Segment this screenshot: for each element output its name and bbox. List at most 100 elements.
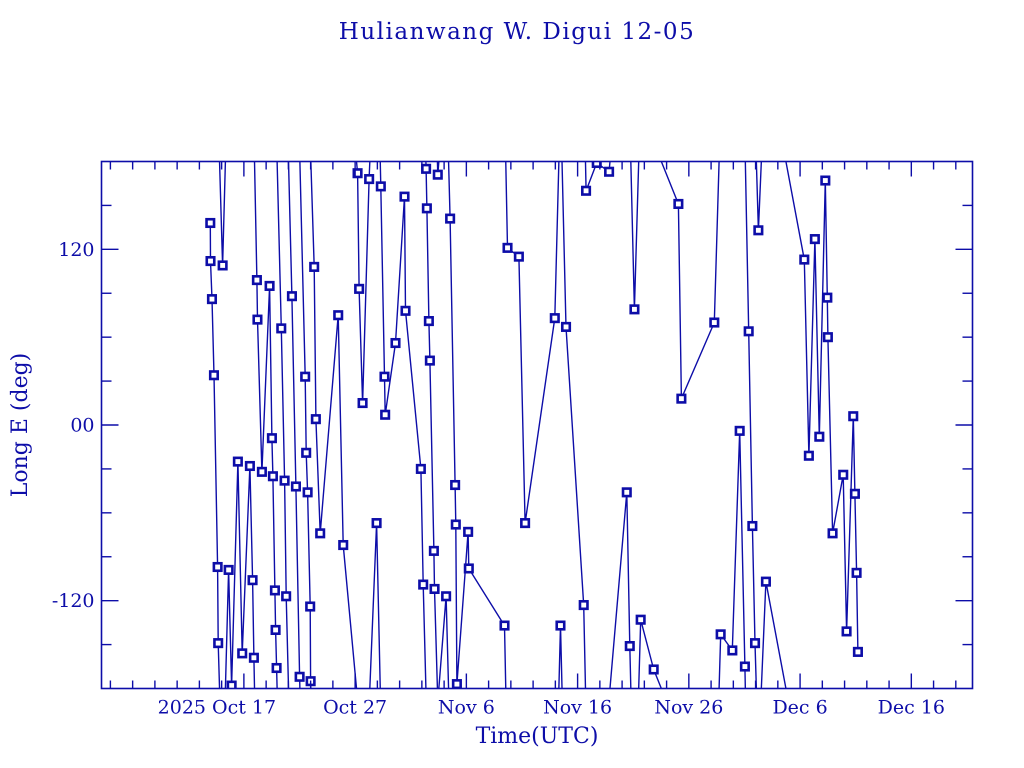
- data-point-marker: [849, 488, 860, 499]
- data-point-marker: [827, 528, 838, 539]
- data-point-marker: [256, 466, 267, 477]
- data-point-marker: [279, 475, 290, 486]
- tick-labels: 2025 Oct 17 Oct 27 Nov 6 Nov 16 Nov 26 Dec 6 D…: [52, 239, 945, 719]
- data-point-marker: [237, 648, 248, 659]
- data-point-marker: [423, 316, 434, 327]
- data-point-marker: [264, 280, 275, 291]
- data-point-marker: [226, 680, 237, 689]
- data-point-marker: [371, 518, 382, 529]
- data-point-marker: [310, 414, 321, 425]
- data-point-marker: [286, 291, 297, 302]
- data-point-marker: [418, 579, 429, 590]
- data-point-marker: [749, 638, 761, 649]
- data-point-marker: [739, 661, 750, 672]
- data-point-marker: [513, 251, 524, 262]
- data-point-marker: [743, 326, 754, 337]
- y-tick-label: -120: [52, 590, 95, 612]
- data-point-marker: [247, 575, 258, 586]
- data-point-marker: [673, 198, 684, 210]
- data-point-marker: [428, 545, 439, 556]
- data-point-marker: [760, 576, 771, 587]
- data-point-marker: [213, 638, 224, 649]
- data-point-marker: [852, 646, 863, 657]
- axis-ticks: [101, 161, 973, 689]
- data-point-marker: [450, 519, 461, 530]
- data-point-marker: [276, 323, 287, 334]
- data-point-marker: [248, 652, 259, 663]
- data-point-marker: [354, 283, 365, 294]
- data-point-marker: [364, 174, 375, 185]
- data-point-marker: [648, 664, 659, 675]
- data-point-marker: [747, 520, 758, 532]
- data-point-marker: [421, 203, 432, 214]
- data-point-marker: [309, 261, 320, 272]
- x-tick-label: Dec 16: [878, 697, 945, 719]
- data-point-marker: [300, 371, 311, 382]
- data-series-line: [209, 161, 859, 689]
- data-point-marker: [451, 679, 462, 689]
- data-point-marker: [302, 487, 313, 498]
- data-point-marker: [629, 304, 640, 315]
- data-point-marker: [578, 600, 589, 611]
- data-point-marker: [715, 629, 726, 640]
- data-point-marker: [205, 217, 216, 229]
- data-point-marker: [421, 163, 432, 174]
- data-point-marker: [463, 563, 474, 574]
- data-point-marker: [252, 314, 263, 325]
- data-point-marker: [814, 431, 825, 442]
- data-point-marker: [205, 255, 216, 267]
- data-point-marker: [217, 260, 228, 271]
- data-point-marker: [294, 671, 305, 682]
- data-point-marker: [502, 242, 513, 253]
- data-point-marker: [270, 624, 281, 635]
- data-point-marker: [621, 487, 632, 498]
- data-point-marker: [727, 645, 738, 656]
- data-point-marker: [820, 175, 831, 186]
- data-point-marker: [822, 292, 833, 303]
- data-point-marker: [441, 591, 452, 602]
- data-point-marker: [555, 620, 566, 631]
- data-point-marker: [290, 481, 301, 492]
- data-point-marker: [338, 539, 349, 551]
- data-point-marker: [635, 614, 646, 625]
- data-point-marker: [232, 456, 243, 467]
- data-point-marker: [267, 471, 278, 482]
- data-point-marker: [709, 317, 720, 328]
- data-point-marker: [305, 601, 316, 612]
- data-point-marker: [266, 433, 277, 444]
- data-point-marker: [848, 411, 859, 422]
- data-point-marker: [301, 447, 312, 458]
- data-point-marker: [803, 450, 814, 461]
- data-point-marker: [676, 393, 687, 404]
- data-point-marker: [549, 313, 560, 324]
- data-point-marker: [499, 620, 510, 631]
- data-point-marker: [450, 479, 461, 491]
- data-point-marker: [838, 469, 849, 480]
- data-point-marker: [380, 409, 391, 420]
- data-point-marker: [375, 181, 386, 192]
- data-point-marker: [463, 526, 474, 537]
- data-point-marker: [809, 234, 820, 245]
- chart-title: Hulianwang W. Digui 12-05: [339, 19, 695, 45]
- x-axis-title: Time(UTC): [476, 724, 599, 749]
- y-tick-label: 120: [58, 239, 94, 261]
- data-point-marker: [520, 518, 531, 529]
- plot-frame: [100, 160, 974, 690]
- data-point-marker: [581, 185, 592, 196]
- data-point-marker: [841, 626, 852, 637]
- x-tick-label: Nov 6: [438, 697, 495, 719]
- data-point-marker: [604, 166, 615, 177]
- data-point-marker: [271, 662, 282, 674]
- data-point-marker: [851, 567, 862, 578]
- x-tick-label: 2025 Oct 17: [158, 697, 276, 719]
- data-point-marker: [223, 564, 234, 575]
- data-point-marker: [560, 321, 572, 332]
- data-point-marker: [415, 463, 426, 474]
- data-point-marker: [432, 169, 443, 180]
- data-point-marker: [799, 254, 810, 265]
- data-point-marker: [315, 528, 326, 539]
- data-point-marker: [424, 355, 435, 366]
- data-point-marker: [379, 371, 390, 382]
